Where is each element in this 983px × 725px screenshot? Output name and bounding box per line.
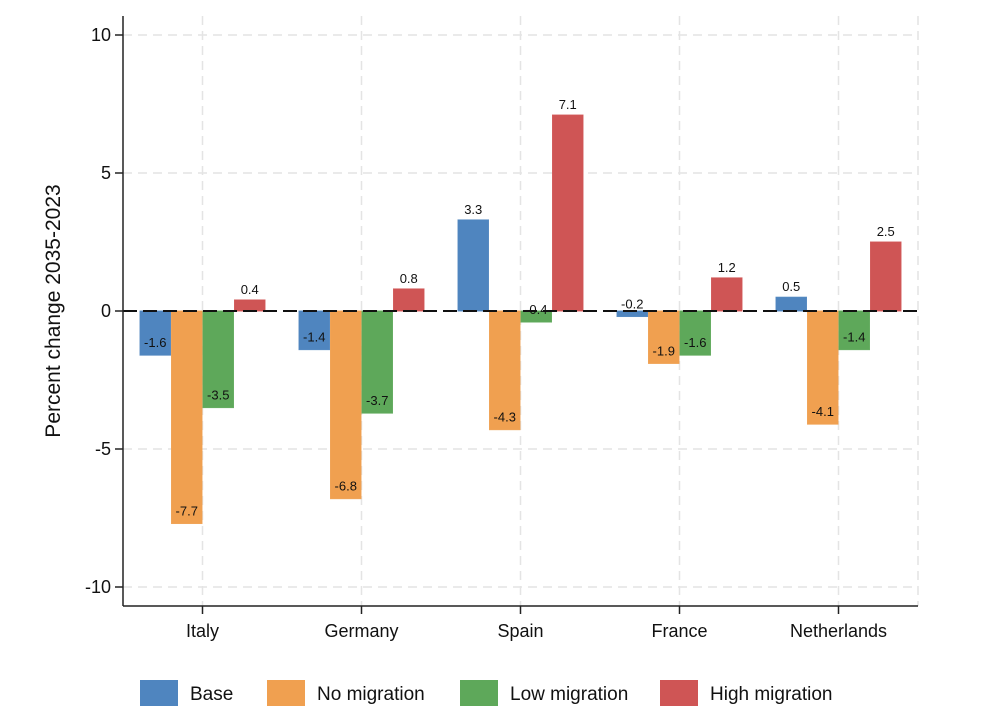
bar-high-migration-netherlands bbox=[870, 241, 902, 312]
bar-base-italy bbox=[139, 310, 171, 356]
data-label: 0.4 bbox=[241, 282, 259, 297]
data-label: -1.9 bbox=[653, 343, 675, 358]
data-label: -1.6 bbox=[144, 335, 166, 350]
data-label: 2.5 bbox=[877, 224, 895, 239]
data-label: 3.3 bbox=[464, 202, 482, 217]
bar-base-netherlands bbox=[775, 296, 807, 312]
data-labels: -1.6 -7.7 -3.5 0.4 -1.4 -6.8 -3.7 0.8 3.3 -4.3 -0.… bbox=[144, 97, 895, 518]
grid bbox=[123, 16, 919, 606]
bars bbox=[139, 114, 902, 525]
x-tick-label-germany: Germany bbox=[324, 621, 398, 641]
data-label: -0.4 bbox=[525, 302, 547, 317]
legend-label: Base bbox=[190, 684, 233, 705]
y-tick-label: 0 bbox=[101, 301, 111, 321]
legend-item-low-migration: Low migration bbox=[460, 680, 628, 706]
data-label: -3.7 bbox=[366, 393, 388, 408]
data-label: -6.8 bbox=[335, 479, 357, 494]
bar-no-migration-germany bbox=[330, 310, 362, 500]
data-label: -1.4 bbox=[843, 330, 865, 345]
data-label: 0.5 bbox=[782, 279, 800, 294]
data-label: 7.1 bbox=[559, 97, 577, 112]
data-label: 1.2 bbox=[718, 260, 736, 275]
legend-label: No migration bbox=[317, 684, 425, 705]
data-label: 0.8 bbox=[400, 271, 418, 286]
bar-no-migration-netherlands bbox=[807, 310, 839, 425]
y-axis-label: Percent change 2035-2023 bbox=[42, 184, 65, 437]
x-tick-label-netherlands: Netherlands bbox=[790, 621, 887, 641]
legend-item-high-migration: High migration bbox=[660, 680, 833, 706]
legend-label: High migration bbox=[710, 684, 833, 705]
legend-swatch bbox=[140, 680, 178, 706]
bar-high-migration-germany bbox=[393, 288, 425, 312]
y-tick-label: -5 bbox=[95, 439, 111, 459]
x-tick-label-france: France bbox=[651, 621, 707, 641]
x-tick-label-spain: Spain bbox=[497, 621, 543, 641]
y-tick-label: 10 bbox=[91, 25, 111, 45]
bar-no-migration-spain bbox=[489, 310, 521, 431]
y-tick-label: 5 bbox=[101, 163, 111, 183]
data-label: -1.4 bbox=[303, 330, 325, 345]
legend-label: Low migration bbox=[510, 684, 628, 705]
bar-no-migration-italy bbox=[171, 310, 203, 525]
bar-low-migration-netherlands bbox=[838, 310, 870, 351]
data-label: -1.6 bbox=[684, 335, 706, 350]
axes: 10 5 0 -5 -10 Italy Germany Spain France Netherla… bbox=[85, 16, 918, 641]
y-tick-label: -10 bbox=[85, 577, 111, 597]
x-tick-label-italy: Italy bbox=[186, 621, 219, 641]
legend-swatch bbox=[660, 680, 698, 706]
bar-base-germany bbox=[298, 310, 330, 351]
legend: Base No migration Low migration High migrat… bbox=[140, 680, 833, 706]
legend-swatch bbox=[460, 680, 498, 706]
bar-low-migration-germany bbox=[361, 310, 393, 414]
data-label: -7.7 bbox=[176, 504, 198, 519]
bar-high-migration-france bbox=[711, 277, 743, 312]
legend-item-base: Base bbox=[140, 680, 233, 706]
data-label: -4.3 bbox=[494, 410, 516, 425]
bar-base-spain bbox=[457, 219, 489, 312]
bar-high-migration-spain bbox=[552, 114, 584, 312]
data-label: -4.1 bbox=[812, 404, 834, 419]
bar-high-migration-italy bbox=[234, 299, 266, 312]
data-label: -0.2 bbox=[621, 297, 643, 312]
bar-low-migration-italy bbox=[202, 310, 234, 409]
data-label: -3.5 bbox=[207, 388, 229, 403]
legend-swatch bbox=[267, 680, 305, 706]
legend-item-no-migration: No migration bbox=[267, 680, 425, 706]
